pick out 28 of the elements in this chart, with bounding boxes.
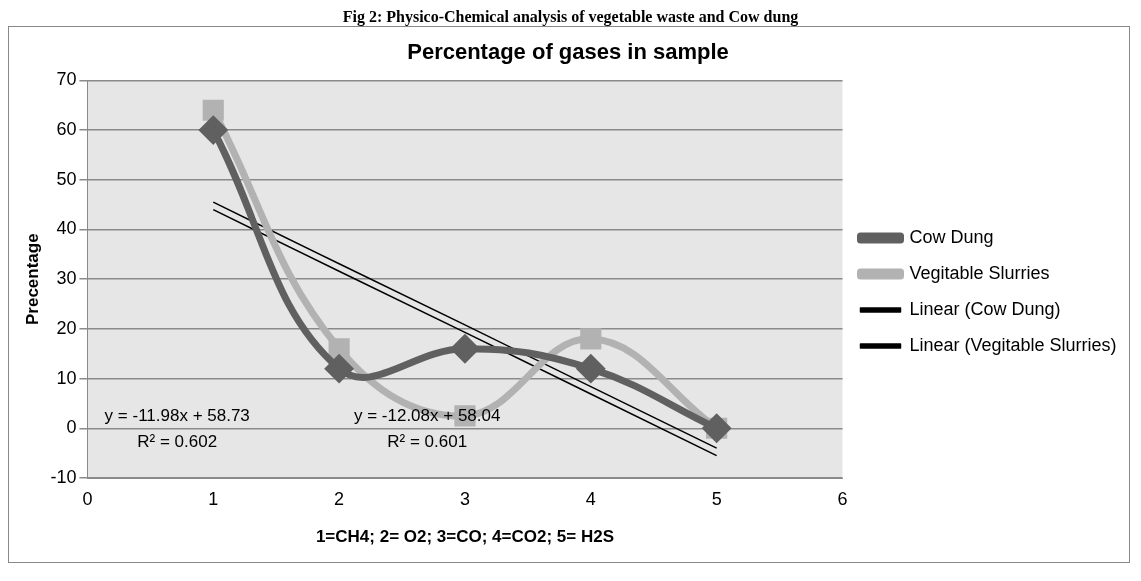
chart-title: Percentage of gases in sample [407, 39, 729, 65]
y-tick-label: 10 [56, 367, 77, 388]
y-tick-label: 20 [56, 317, 77, 338]
annotation: R² = 0.601 [387, 431, 468, 451]
x-tick-label: 0 [82, 488, 93, 509]
y-tick-label: 70 [56, 69, 77, 90]
legend-label: Linear (Vegitable Slurries) [909, 334, 1117, 355]
legend-label: Cow Dung [909, 226, 994, 247]
annotation: y = -11.98x + 58.73 [104, 405, 250, 425]
x-tick-label: 6 [837, 488, 848, 509]
x-tick-label: 4 [585, 488, 596, 509]
y-axis-title: Precentage [22, 233, 42, 326]
x-tick-label: 2 [334, 488, 345, 509]
legend-label: Vegitable Slurries [909, 262, 1050, 283]
x-axis-title: 1=CH4; 2= O2; 3=CO; 4=CO2; 5= H2S [315, 527, 615, 547]
caption: Fig 2: Physico-Chemical analysis of vegetable waste and Cow dung [341, 8, 800, 26]
annotation: y = -12.08x + 58.04 [353, 405, 501, 425]
y-tick-label: 50 [56, 168, 77, 189]
y-tick-label: 40 [56, 218, 77, 239]
x-tick-label: 3 [459, 488, 470, 509]
y-tick-label: 30 [56, 268, 77, 289]
annotation: R² = 0.602 [137, 431, 218, 451]
x-tick-label: 5 [711, 488, 722, 509]
y-tick-label: -10 [50, 466, 77, 487]
y-tick-label: 0 [66, 417, 77, 438]
y-tick-label: 60 [56, 119, 77, 140]
legend-label: Linear (Cow Dung) [909, 298, 1061, 319]
x-tick-label: 1 [208, 488, 219, 509]
